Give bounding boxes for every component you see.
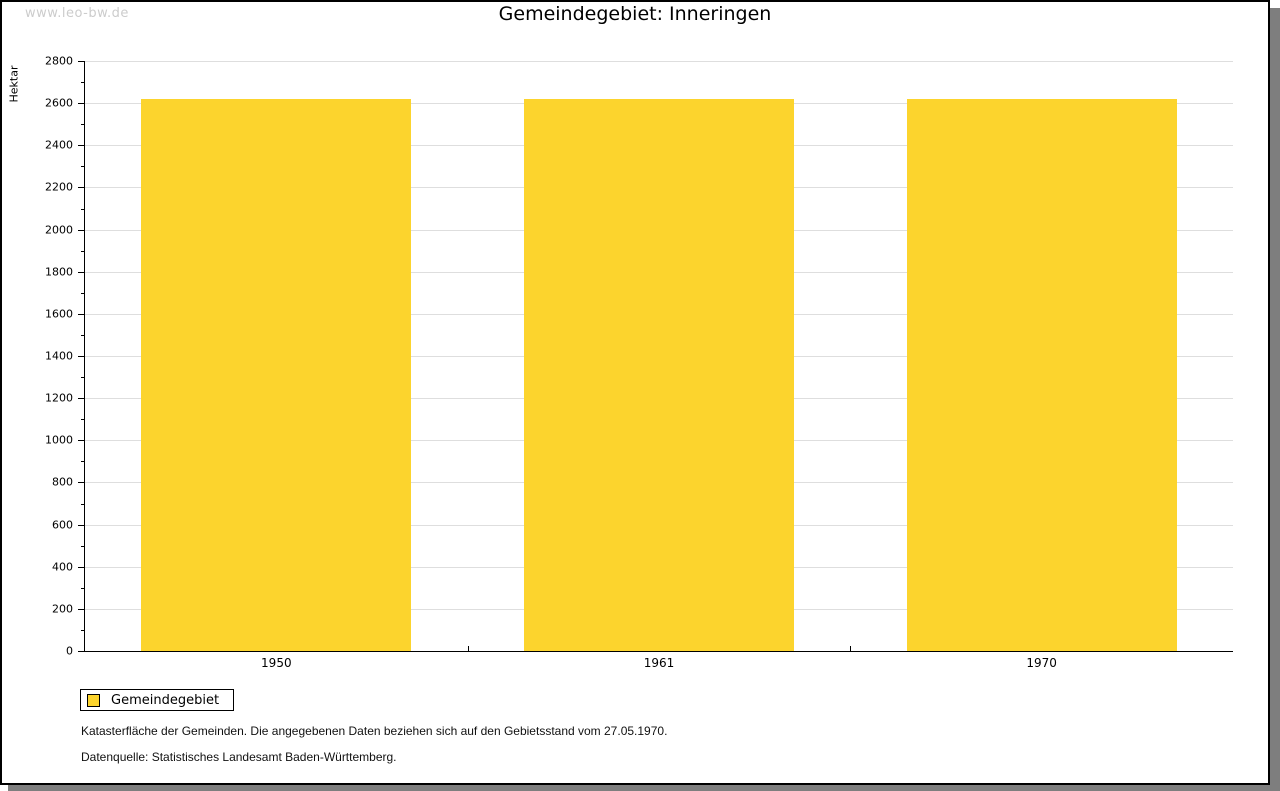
y-tick-400 — [78, 566, 84, 568]
x-tick-2 — [850, 646, 852, 651]
y-tick-300 — [81, 587, 84, 589]
frame-shadow-bottom — [8, 785, 1280, 791]
y-tick-2500 — [81, 124, 84, 126]
y-tick-1300 — [81, 377, 84, 379]
y-tick-1600 — [78, 313, 84, 315]
y-tick-2200 — [78, 187, 84, 189]
y-axis-title: Hektar — [7, 65, 21, 103]
frame-shadow-right — [1270, 8, 1280, 791]
gridline-y-2800 — [85, 61, 1233, 62]
y-tick-1500 — [81, 334, 84, 336]
footer-source: Datenquelle: Statistisches Landesamt Bad… — [81, 750, 397, 764]
y-tick-700 — [81, 503, 84, 505]
y-tick-800 — [78, 482, 84, 484]
footer-description: Katasterfläche der Gemeinden. Die angege… — [81, 724, 668, 738]
y-tick-label-1600: 1600 — [45, 307, 73, 321]
y-tick-1000 — [78, 440, 84, 442]
y-tick-600 — [78, 524, 84, 526]
x-category-label-1961: 1961 — [643, 656, 675, 670]
y-tick-1800 — [78, 271, 84, 273]
y-tick-label-1400: 1400 — [45, 349, 73, 363]
y-tick-label-200: 200 — [52, 602, 73, 616]
y-tick-2800 — [78, 61, 84, 62]
bar-1950 — [141, 98, 412, 651]
watermark: www.leo-bw.de — [25, 6, 129, 21]
x-category-label-1970: 1970 — [1026, 656, 1057, 670]
y-tick-label-400: 400 — [52, 560, 73, 574]
chart-title: Gemeindegebiet: Inneringen — [498, 3, 772, 25]
y-tick-label-2200: 2200 — [45, 180, 73, 194]
y-tick-1200 — [78, 398, 84, 400]
y-tick-2000 — [78, 229, 84, 231]
y-tick-label-0: 0 — [66, 644, 73, 658]
y-tick-label-2600: 2600 — [45, 96, 73, 110]
legend-label: Gemeindegebiet — [111, 692, 220, 708]
y-tick-2700 — [81, 82, 84, 84]
y-tick-1100 — [81, 419, 84, 421]
y-tick-label-1800: 1800 — [45, 265, 73, 279]
y-tick-1700 — [81, 292, 84, 294]
y-tick-0 — [78, 651, 84, 652]
y-tick-label-600: 600 — [52, 518, 73, 532]
bar-1970 — [906, 98, 1177, 651]
y-tick-2300 — [81, 166, 84, 168]
y-tick-1900 — [81, 250, 84, 252]
y-tick-200 — [78, 608, 84, 610]
x-tick-1 — [467, 646, 469, 651]
y-tick-label-2400: 2400 — [45, 138, 73, 152]
y-tick-label-1200: 1200 — [45, 391, 73, 405]
y-tick-2600 — [78, 103, 84, 105]
y-tick-2100 — [81, 208, 84, 210]
x-category-label-1950: 1950 — [261, 656, 292, 670]
y-tick-100 — [81, 629, 84, 631]
bar-1961 — [524, 98, 794, 651]
legend-swatch-icon — [87, 693, 100, 707]
plot-area: 0 200 400 600 800 1000 1200 1400 1600 1800 2000 220… — [45, 55, 1233, 670]
legend-box: Gemeindegebiet — [80, 689, 235, 711]
y-tick-label-1000: 1000 — [45, 433, 73, 447]
y-tick-1400 — [78, 356, 84, 357]
y-tick-label-2800: 2800 — [45, 54, 73, 68]
y-tick-2400 — [78, 145, 84, 147]
y-tick-900 — [81, 461, 84, 463]
y-tick-500 — [81, 545, 84, 547]
y-tick-label-2000: 2000 — [45, 223, 73, 237]
y-tick-label-800: 800 — [52, 475, 73, 489]
